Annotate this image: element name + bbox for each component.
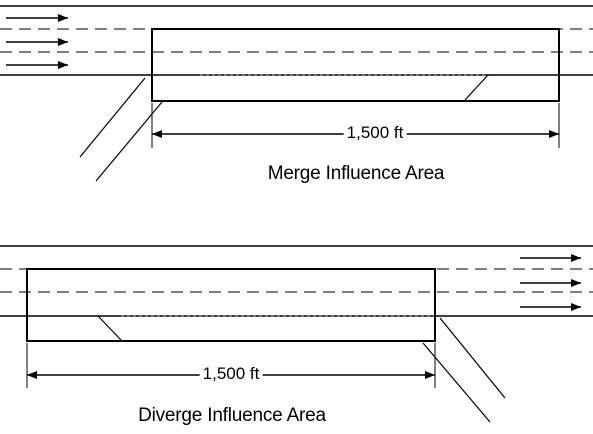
diverge-diagram — [0, 245, 593, 423]
merge-ramp-outer-edge — [79, 77, 146, 158]
merge-ramp-inner-edge — [95, 101, 163, 182]
merge-ramp-taper — [464, 74, 489, 101]
diverge-ramp-outer-edge — [422, 342, 491, 423]
diverge-caption: Diverge Influence Area — [138, 405, 326, 426]
diverge-influence-box — [26, 268, 436, 342]
merge-dimension-label: 1,500 ft — [343, 123, 407, 143]
diverge-dimension-label: 1,500 ft — [199, 364, 263, 384]
merge-diagram — [0, 5, 593, 182]
merge-influence-box — [151, 28, 560, 102]
diverge-ramp-inner-edge — [439, 317, 506, 399]
merge-caption: Merge Influence Area — [267, 163, 445, 184]
diverge-ramp-taper — [97, 315, 122, 341]
